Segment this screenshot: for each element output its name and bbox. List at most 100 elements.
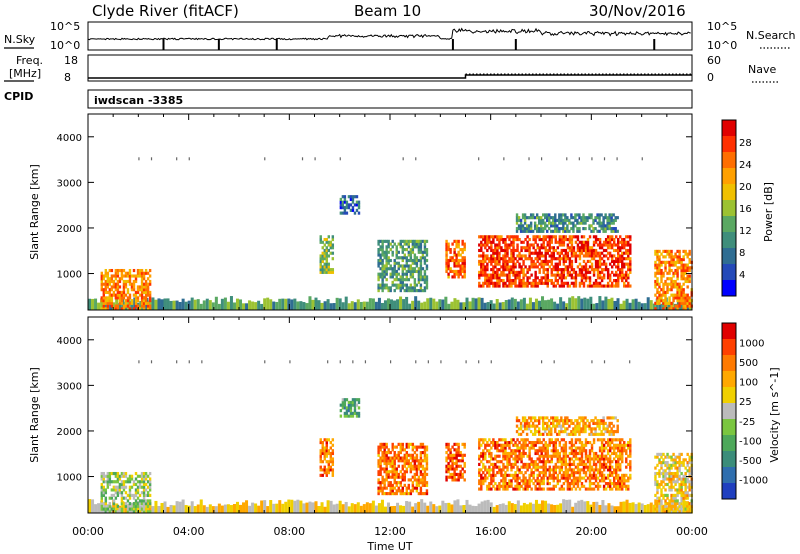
echo-cell	[478, 248, 481, 253]
echo-cell	[379, 461, 382, 466]
echo-cell	[106, 480, 110, 484]
echo-cell	[387, 256, 390, 260]
echo-cell	[494, 487, 497, 491]
echo-cell	[391, 267, 394, 271]
echo-cell	[596, 281, 600, 285]
echo-cell	[484, 473, 487, 477]
echo-cell	[600, 270, 604, 274]
echo-cell	[323, 243, 326, 247]
echo-cell	[347, 203, 351, 207]
echo-cell	[674, 474, 677, 478]
ground-scatter-cell	[205, 298, 209, 310]
echo-cell	[558, 432, 561, 436]
echo-cell	[658, 290, 661, 294]
echo-cell	[658, 507, 661, 511]
echo-cell	[590, 224, 593, 228]
echo-cell	[550, 421, 553, 425]
echo-cell	[558, 471, 562, 475]
echo-cell	[562, 248, 566, 253]
echo-cell	[514, 262, 517, 266]
echo-cell	[321, 443, 324, 447]
echo-cell	[654, 477, 657, 481]
ground-scatter-cell	[91, 499, 95, 513]
echo-cell	[351, 195, 355, 199]
echo-cell	[598, 424, 601, 428]
echo-cell	[128, 274, 132, 278]
echo-cell	[110, 285, 114, 289]
echo-cell	[500, 246, 503, 250]
echo-cell	[498, 254, 501, 258]
ground-scatter-cell	[589, 296, 593, 310]
echo-cell	[124, 471, 128, 476]
echo-cell	[540, 471, 543, 475]
echo-cell	[102, 485, 106, 489]
echo-cell	[654, 279, 657, 284]
echo-cell	[594, 430, 597, 434]
echo-cell	[397, 464, 400, 468]
echo-cell	[516, 243, 519, 247]
echo-cell	[554, 430, 557, 434]
echo-cell	[144, 507, 148, 511]
echo-cell	[512, 487, 515, 491]
echo-cell	[627, 462, 630, 466]
echo-cell	[580, 251, 584, 255]
echo-cell	[668, 260, 671, 264]
echo-cell	[492, 254, 495, 258]
echo-cell	[564, 251, 568, 255]
echo-cell	[530, 457, 533, 461]
echo-cell	[455, 461, 458, 466]
echo-cell	[654, 471, 657, 476]
ground-scatter-cell	[266, 506, 270, 513]
echo-cell	[606, 284, 610, 288]
echo-cell	[397, 453, 400, 457]
echo-cell	[590, 482, 594, 486]
echo-cell	[658, 268, 661, 273]
echo-cell	[480, 259, 483, 263]
echo-cell	[355, 200, 359, 204]
echo-cell	[319, 440, 322, 445]
echo-cell	[552, 281, 555, 285]
echo-cell	[678, 299, 681, 303]
echo-cell	[389, 475, 392, 479]
ground-scatter-cell	[646, 297, 650, 310]
echo-cell	[319, 257, 322, 261]
ground-scatter-cell	[178, 501, 182, 513]
echo-cell	[482, 268, 485, 272]
echo-cell	[401, 283, 404, 287]
echo-cell	[319, 259, 322, 263]
echo-cell	[580, 281, 584, 285]
echo-cell	[102, 288, 106, 292]
echo-cell	[594, 248, 598, 253]
echo-cell	[676, 260, 679, 264]
echo-cell	[351, 208, 355, 212]
echo-cell	[604, 446, 608, 450]
echo-cell	[415, 453, 419, 457]
echo-cell	[688, 480, 691, 484]
echo-cell	[496, 471, 499, 475]
echo-cell	[457, 275, 460, 279]
echo-cell	[614, 465, 618, 469]
echo-cell	[419, 272, 423, 276]
echo-cell	[614, 454, 618, 458]
echo-cell	[518, 270, 521, 274]
echo-cell	[492, 235, 495, 239]
echo-cell	[572, 227, 575, 231]
echo-cell	[604, 229, 607, 233]
echo-cell	[586, 276, 590, 280]
echo-cell	[556, 449, 560, 453]
echo-cell	[449, 475, 452, 479]
echo-cell	[617, 268, 620, 272]
echo-cell	[486, 276, 489, 280]
echo-cell	[544, 257, 547, 261]
echo-cell	[486, 248, 489, 253]
echo-cell	[682, 299, 685, 303]
echo-cell	[576, 265, 580, 269]
echo-cell	[542, 449, 545, 453]
echo-cell	[459, 269, 462, 274]
echo-cell	[619, 270, 622, 274]
nave-label: Nave	[748, 63, 776, 76]
echo-cell	[395, 250, 398, 254]
echo-cell	[612, 254, 616, 258]
echo-cell	[598, 237, 602, 242]
echo-cell	[114, 296, 118, 300]
